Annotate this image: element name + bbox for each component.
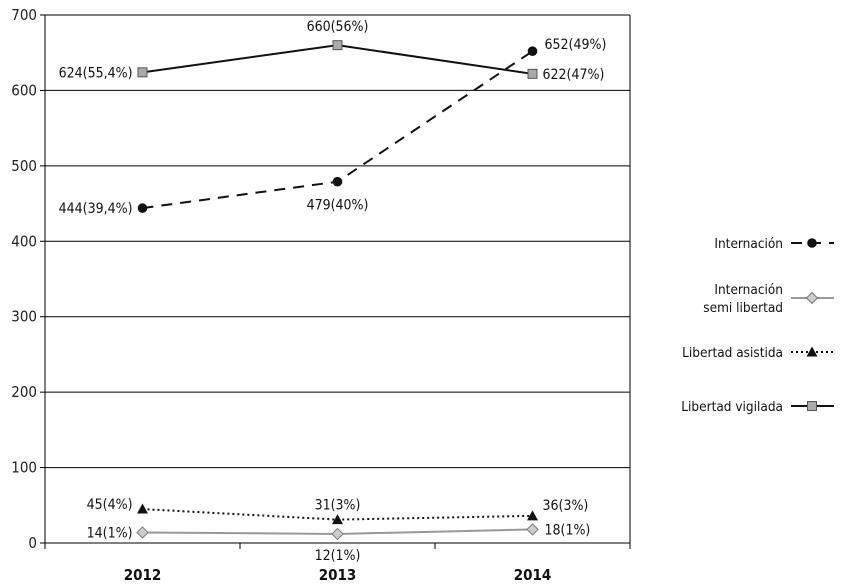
data-label: 479(40%)	[307, 198, 369, 214]
data-point	[526, 523, 539, 536]
legend-label: Libertad vigilada	[681, 399, 783, 415]
data-label: 624(55,4%)	[59, 65, 133, 81]
y-tick-label: 500	[11, 157, 37, 175]
data-point	[137, 67, 148, 78]
data-label: 36(3%)	[543, 498, 589, 514]
data-point	[527, 46, 538, 57]
data-point	[136, 526, 149, 539]
legend-marker	[806, 346, 818, 357]
data-label: 18(1%)	[545, 522, 591, 538]
data-point	[331, 527, 344, 541]
data-label: 652(49%)	[545, 37, 607, 53]
y-tick-label: 200	[11, 383, 37, 401]
data-label: 12(1%)	[315, 548, 361, 564]
data-point	[527, 510, 538, 521]
data-point	[137, 503, 148, 514]
data-point	[332, 514, 343, 525]
data-label: 45(4%)	[87, 497, 133, 513]
data-labels: 444(39,4%) 479(40%) 652(49%) 14(1%) 12(1%) 18…	[59, 19, 607, 564]
legend-marker	[807, 238, 817, 248]
x-tick-label: 2012	[124, 566, 162, 584]
data-point	[137, 203, 148, 213]
legend-label: Internación	[714, 236, 783, 252]
legend-label: Internación	[714, 282, 783, 298]
data-label: 622(47%)	[543, 67, 605, 83]
legend-marker	[807, 401, 817, 411]
data-label: 14(1%)	[87, 525, 133, 541]
series-lines	[136, 40, 539, 541]
legend-marker	[805, 291, 819, 305]
axes	[44, 15, 631, 544]
y-tick-label: 0	[28, 534, 37, 552]
y-tick-label: 400	[11, 232, 37, 250]
data-point	[527, 68, 538, 79]
y-tick-label: 100	[11, 459, 37, 477]
y-tick-label: 300	[11, 308, 37, 326]
data-label: 31(3%)	[315, 498, 361, 514]
y-tick-label: 600	[11, 81, 37, 99]
data-label: 660(56%)	[307, 19, 369, 35]
x-tick-label: 2013	[319, 566, 357, 584]
data-point	[332, 176, 343, 187]
legend: Internación Internación semi libertad Liber…	[681, 236, 834, 415]
gridlines	[45, 14, 630, 469]
y-tick-label: 700	[11, 6, 37, 24]
data-point	[332, 40, 343, 51]
x-axis-ticks: 2012 2013 2014	[44, 543, 631, 584]
x-tick-label: 2014	[514, 566, 552, 584]
legend-label: semi libertad	[703, 300, 783, 316]
y-axis-ticks: 0 100 200 300 400 500 600 700	[11, 6, 45, 552]
data-label: 444(39,4%)	[59, 201, 133, 217]
legend-label: Libertad asistida	[682, 345, 783, 361]
